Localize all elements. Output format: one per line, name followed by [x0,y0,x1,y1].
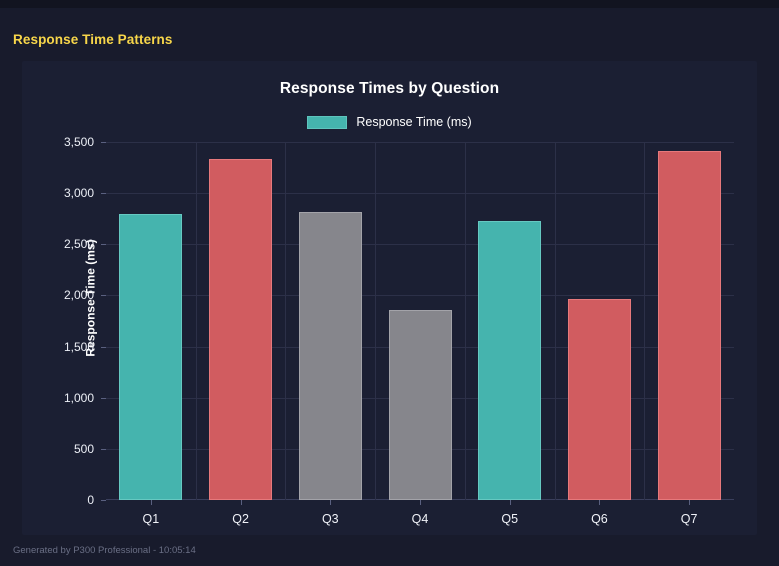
bar-q4[interactable] [388,309,452,500]
bar-rect [298,211,362,500]
y-tick-mark [101,142,106,143]
y-tick-mark [101,244,106,246]
bar-rect [388,309,452,500]
bar-q7[interactable] [657,151,721,500]
legend-label-response-time: Response Time (ms) [356,115,472,129]
y-tick-label: 2,500 [63,237,94,252]
y-gridline [106,142,734,143]
bar-rect [567,298,631,500]
plot-area [106,142,734,500]
x-tick-mark [150,500,152,505]
bar-q3[interactable] [298,211,362,500]
y-tick-mark [101,346,106,348]
x-gridline [375,142,376,500]
y-tick-label: 500 [73,441,94,456]
y-tick-mark [101,448,106,450]
y-tick-label: 1,000 [63,390,94,405]
x-tick-label: Q3 [321,512,339,526]
y-gridline [106,295,734,297]
x-tick-mark [509,500,511,505]
y-tick-mark [101,295,106,297]
y-tick-label: 2,000 [63,288,94,303]
bar-q6[interactable] [567,298,631,500]
bar-q1[interactable] [119,213,183,500]
x-tick-mark [599,500,601,505]
x-tick-label: Q7 [680,512,698,526]
footer-text: Generated by P300 Professional - 10:05:1… [13,545,196,556]
y-tick-mark [101,397,106,399]
chart-title: Response Times by Question [279,80,500,97]
y-tick-label: 1,500 [63,339,94,354]
chart-legend: Response Time (ms) [22,115,757,129]
x-gridline [555,142,556,500]
y-tick-mark [101,193,106,195]
x-tick-mark [240,500,242,505]
y-tick-label: 3,000 [63,186,94,201]
bar-rect [119,213,183,500]
x-tick-mark [330,500,332,505]
chart-card: Response Times by Question Response Time… [22,61,757,535]
bar-rect [209,159,273,500]
top-strip [0,0,779,8]
bar-rect [478,220,542,500]
x-gridline [285,142,286,500]
x-tick-label: Q1 [142,512,160,526]
legend-swatch-response-time [307,115,348,129]
page-title: Response Time Patterns [13,32,173,47]
x-gridline [465,142,466,500]
x-tick-label: Q2 [232,512,249,526]
x-gridline [644,142,645,500]
y-gridline [106,244,734,246]
x-tick-mark [689,500,691,505]
x-tick-mark [420,500,421,505]
x-tick-label: Q6 [591,512,608,526]
y-gridline [106,193,734,195]
y-tick-label: 3,500 [63,135,94,149]
bar-rect [657,151,721,500]
bar-q2[interactable] [209,159,273,500]
x-gridline [196,142,197,500]
bar-q5[interactable] [478,220,542,500]
x-tick-label: Q5 [501,512,519,526]
y-tick-label: 0 [87,493,94,507]
x-tick-label: Q4 [411,512,429,526]
y-tick-mark [101,500,106,501]
plot-wrapper: Response Time (ms) 0 500 1,000 1,500 2,000 2,… [22,61,757,535]
